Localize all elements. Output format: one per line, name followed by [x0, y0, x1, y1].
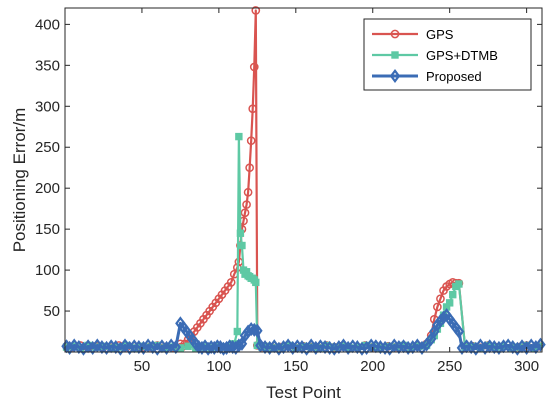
legend-label: GPS	[426, 27, 454, 42]
data-point	[184, 342, 192, 350]
data-point	[436, 294, 445, 304]
data-point	[251, 6, 261, 15]
y-tick-label: 50	[43, 303, 60, 320]
x-tick-label: 200	[360, 358, 385, 375]
data-point	[264, 340, 275, 355]
data-point	[236, 336, 248, 351]
plot-layer	[61, 6, 546, 356]
data-point	[432, 317, 443, 333]
data-point	[239, 328, 251, 343]
data-point	[196, 340, 208, 355]
data-point	[242, 200, 251, 209]
data-point	[245, 163, 254, 173]
x-tick-label: 250	[437, 358, 462, 375]
axes-layer: 50 100 150 200 250 300 50 100 150 200 250 300 350 400	[35, 7, 543, 375]
data-point	[310, 340, 322, 355]
legend-label: GPS+DTMB	[426, 48, 498, 63]
data-point	[535, 337, 546, 352]
x-tick-label: 100	[206, 358, 231, 375]
data-point	[101, 340, 112, 355]
data-point	[438, 310, 449, 325]
y-tick-label: 350	[35, 57, 60, 74]
data-point	[226, 278, 236, 287]
data-point	[233, 338, 245, 353]
x-tick-label: 300	[514, 358, 539, 375]
data-point	[252, 278, 260, 287]
x-tick-label: 150	[283, 358, 308, 375]
data-point	[240, 208, 250, 218]
y-tick-label: 200	[35, 180, 60, 197]
data-point	[243, 187, 253, 197]
data-point	[238, 241, 246, 250]
data-point	[224, 339, 235, 354]
data-point	[456, 340, 468, 355]
data-point	[342, 340, 354, 355]
data-point	[287, 340, 299, 355]
data-point	[479, 340, 491, 355]
data-point	[248, 322, 260, 337]
y-tick-label: 400	[35, 16, 60, 33]
data-point	[435, 313, 446, 328]
legend-item-gps-dtmb: GPS+DTMB	[372, 48, 498, 63]
legend-marker	[389, 68, 401, 84]
legend-label: Proposed	[426, 69, 482, 84]
data-point	[230, 340, 242, 355]
data-point	[433, 302, 442, 312]
data-point	[252, 323, 263, 338]
data-point	[233, 327, 242, 336]
data-point	[249, 62, 259, 72]
data-point	[124, 340, 135, 355]
data-point	[449, 290, 457, 299]
plot-frame	[64, 7, 543, 353]
legend-marker	[391, 51, 399, 59]
data-point	[493, 340, 505, 355]
series-proposed	[61, 308, 546, 356]
legend-item-gps: GPS	[372, 27, 454, 42]
data-point	[273, 341, 285, 356]
y-tick-label: 100	[35, 262, 60, 279]
y-tick-label: 250	[35, 139, 60, 156]
legend-marker	[390, 29, 400, 39]
data-point	[455, 280, 463, 288]
x-tick-label: 50	[134, 358, 151, 375]
y-tick-label: 300	[35, 98, 60, 115]
data-point	[445, 299, 454, 307]
legend: GPS GPS+DTMB Proposed	[363, 18, 532, 91]
legend-item-proposed: Proposed	[372, 68, 482, 84]
data-point	[248, 104, 258, 114]
data-point	[453, 324, 465, 339]
x-axis-label: Test Point	[266, 383, 341, 402]
data-point	[246, 136, 256, 146]
data-point	[245, 322, 257, 337]
y-tick-label: 150	[35, 221, 60, 238]
y-axis-label: Positioning Error/m	[10, 108, 29, 253]
data-point	[212, 339, 223, 354]
data-point	[328, 341, 340, 356]
data-point	[235, 132, 243, 141]
data-point	[236, 229, 245, 237]
